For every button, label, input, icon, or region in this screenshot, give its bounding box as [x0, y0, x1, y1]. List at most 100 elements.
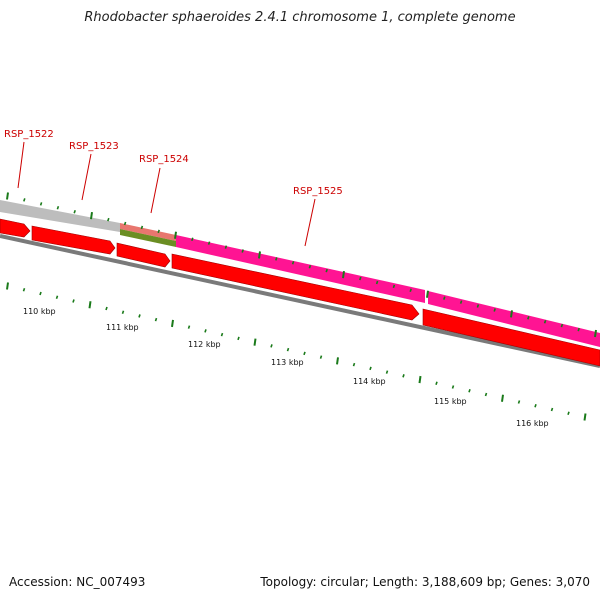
scale-tick	[39, 291, 42, 296]
scale-tick	[451, 385, 455, 389]
upper-tick	[157, 229, 160, 234]
upper-tick	[56, 206, 60, 210]
scale-tick	[220, 332, 224, 337]
scale-tick	[171, 319, 174, 328]
scale-tick	[550, 407, 554, 412]
upper-tick	[594, 329, 597, 338]
scale-tick	[105, 306, 108, 311]
scale-tick	[253, 338, 257, 346]
upper-tick	[191, 237, 194, 241]
scale-tick	[435, 381, 438, 386]
upper-tick	[291, 261, 295, 265]
upper-tick	[577, 327, 580, 332]
scale-tick	[418, 375, 422, 384]
scale-tick	[385, 370, 389, 374]
scale-tick	[534, 403, 537, 408]
scale-tick	[303, 351, 306, 356]
upper-tick	[123, 221, 127, 226]
upper-tick	[207, 241, 211, 245]
upper-tick-track	[6, 192, 597, 338]
genome-summary-text: Topology: circular; Length: 3,188,609 bp…	[260, 575, 590, 589]
scale-tick	[468, 389, 471, 393]
upper-tick	[459, 300, 463, 304]
scale-tick	[517, 400, 521, 404]
scale-tick	[336, 357, 339, 365]
scale-tick-track	[6, 282, 587, 421]
gene-band-gray[interactable]	[0, 200, 120, 232]
gene-arrow-red-1[interactable]	[0, 218, 31, 238]
scale-tick	[154, 317, 158, 322]
scale-tick	[484, 392, 488, 397]
accession-text: Accession: NC_007493	[9, 575, 146, 589]
scale-tick	[402, 374, 405, 378]
upper-tick	[224, 245, 228, 249]
scale-tick	[237, 336, 240, 341]
scale-tick	[352, 362, 356, 367]
gene-label-rsp-1525[interactable]: RSP_1525	[293, 186, 343, 197]
upper-tick	[409, 288, 412, 293]
upper-tick	[90, 212, 93, 220]
gene-arrow-red-3[interactable]	[116, 242, 171, 268]
scale-tick	[88, 301, 92, 309]
upper-tick	[476, 304, 480, 308]
upper-tick	[375, 280, 379, 285]
gene-label-rsp-1522[interactable]: RSP_1522	[4, 129, 54, 140]
scale-tick	[319, 355, 323, 359]
map-title: Rhodobacter sphaeroides 2.4.1 chromosome…	[84, 10, 516, 25]
scale-tick	[204, 329, 207, 333]
gene-arrow-red-2[interactable]	[31, 225, 116, 255]
gene-label-leader-4	[304, 198, 316, 247]
upper-tick	[73, 209, 76, 214]
upper-tick	[6, 192, 9, 200]
upper-tick	[543, 319, 547, 324]
upper-tick	[392, 284, 396, 289]
upper-tick	[527, 316, 530, 320]
gene-arrow-red-4[interactable]	[171, 253, 420, 321]
gene-band-salmon[interactable]	[120, 223, 176, 241]
upper-tick	[140, 225, 144, 230]
scale-tick	[121, 310, 125, 314]
kbp-label-111: 111 kbp	[106, 323, 139, 332]
upper-tick	[443, 296, 446, 300]
scale-tick	[187, 325, 191, 329]
upper-tick	[39, 202, 43, 206]
upper-tick	[174, 231, 177, 239]
upper-tick	[510, 310, 513, 318]
scale-tick	[567, 411, 570, 415]
kbp-label-112: 112 kbp	[188, 340, 221, 349]
scale-tick	[501, 394, 504, 402]
gene-label-leader-3	[150, 167, 161, 214]
kbp-label-115: 115 kbp	[434, 397, 467, 406]
scale-tick	[138, 314, 141, 318]
gene-arrow-red-5[interactable]	[422, 308, 600, 367]
gene-label-leader-2	[81, 153, 92, 201]
scale-tick	[72, 299, 75, 303]
gene-band-magenta-1[interactable]	[176, 235, 425, 303]
upper-tick	[493, 308, 496, 312]
genome-axis-line	[0, 234, 600, 368]
gene-label-rsp-1524[interactable]: RSP_1524	[139, 154, 189, 165]
gene-band-olive[interactable]	[120, 229, 176, 247]
upper-tick	[107, 217, 110, 222]
scale-tick	[369, 366, 372, 371]
gene-band-magenta-2[interactable]	[428, 291, 600, 347]
upper-tick	[23, 198, 26, 202]
scale-tick	[270, 344, 273, 348]
scale-tick	[6, 282, 9, 290]
scale-tick	[55, 295, 59, 299]
scale-tick	[583, 413, 587, 421]
upper-tick	[308, 264, 312, 269]
upper-tick	[359, 276, 362, 281]
scale-tick	[22, 287, 26, 292]
upper-tick	[426, 290, 429, 298]
upper-tick	[560, 323, 564, 328]
upper-tick	[258, 251, 261, 259]
upper-tick	[342, 270, 345, 279]
kbp-label-110: 110 kbp	[23, 307, 56, 316]
gene-label-rsp-1523[interactable]: RSP_1523	[69, 141, 119, 152]
upper-tick	[325, 268, 328, 273]
kbp-label-114: 114 kbp	[353, 377, 386, 386]
kbp-label-116: 116 kbp	[516, 419, 549, 428]
gene-label-leader-1	[17, 141, 25, 189]
